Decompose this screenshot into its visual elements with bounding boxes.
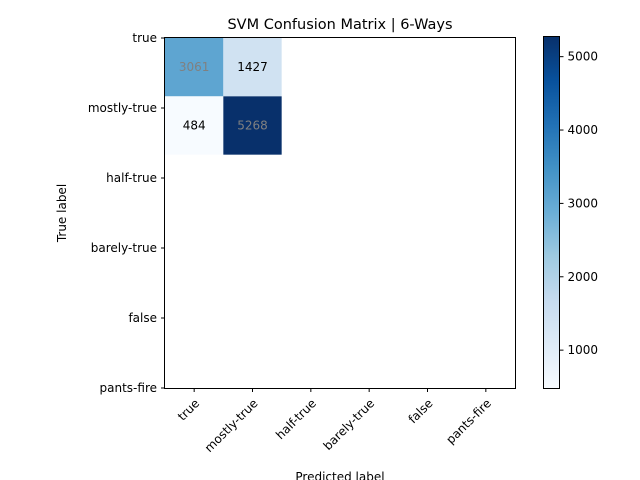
heatmap-cell-mostly-true-mostly-true (223, 96, 282, 155)
y-tick-label: half-true (106, 171, 157, 185)
heatmap-cells (165, 38, 282, 155)
colorbar-tick-label: 3000 (568, 196, 599, 210)
y-tick-label: pants-fire (100, 381, 157, 395)
cell-value-label: 3061 (179, 60, 210, 74)
heatmap-cell-values: 3061 1427 484 5268 (179, 60, 268, 132)
y-tick-label: mostly-true (88, 101, 157, 115)
heatmap-cell-true-mostly-true (223, 38, 282, 97)
heatmap-cell-mostly-true-true (165, 96, 224, 155)
cell-value-label: 5268 (237, 119, 268, 133)
colorbar-tick-label: 2000 (568, 270, 599, 284)
cell-value-label: 1427 (237, 60, 268, 74)
colorbar (543, 36, 560, 389)
colorbar-ticks: 1000 2000 3000 4000 5000 (559, 50, 599, 357)
y-tick-label: true (132, 31, 157, 45)
colorbar-tick-label: 4000 (568, 123, 599, 137)
y-tick-label: barely-true (91, 241, 157, 255)
cell-value-label: 484 (183, 119, 206, 133)
chart-title: SVM Confusion Matrix | 6-Ways (227, 17, 452, 33)
y-axis-label: True label (55, 184, 69, 243)
y-axis-ticks: true mostly-true half-true barely-true false… (88, 31, 165, 395)
x-axis-label: Predicted label (295, 470, 384, 480)
y-tick-label: false (128, 311, 157, 325)
colorbar-tick-label: 1000 (568, 343, 599, 357)
heatmap-cell-true-true (165, 38, 224, 97)
plot-area-frame (164, 37, 516, 389)
colorbar-tick-label: 5000 (568, 50, 599, 64)
